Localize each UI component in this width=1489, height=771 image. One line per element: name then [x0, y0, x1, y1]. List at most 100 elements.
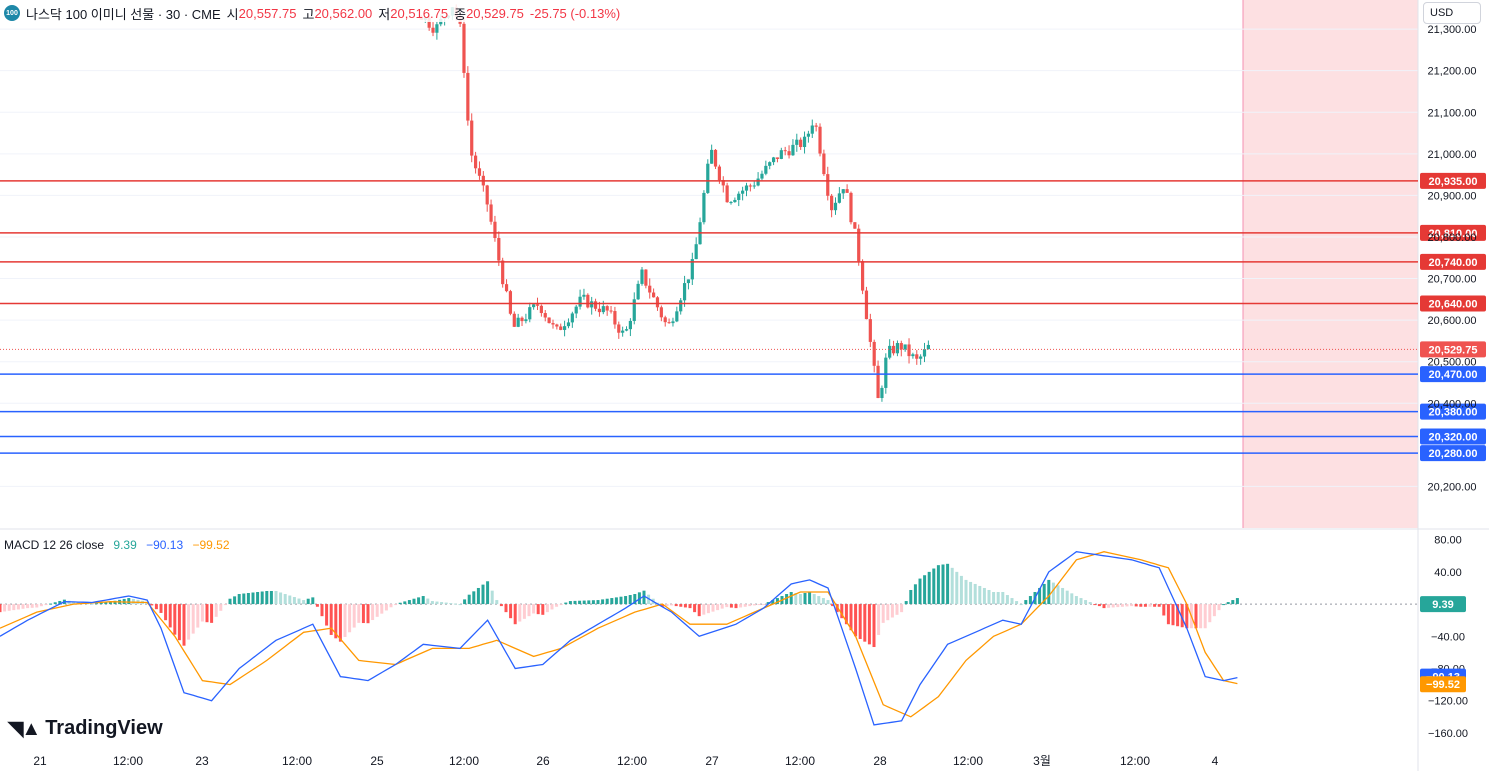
macd-hist-bar [1226, 602, 1230, 605]
macd-hist-bar [913, 584, 917, 605]
macd-hist-bar [449, 603, 453, 605]
symbol-title[interactable]: 나스닥 100 이미니 선물 · 30 · CME [26, 6, 221, 22]
candle-body [485, 185, 489, 205]
macd-hist-bar [527, 604, 531, 617]
macd-hist-bar [1097, 604, 1101, 607]
candle-body [741, 190, 745, 194]
level-tag [1420, 366, 1486, 383]
candle-body [686, 279, 691, 284]
macd-hist-bar [665, 604, 669, 607]
candle-body [528, 307, 532, 320]
candle-body [899, 343, 903, 350]
macd-hist-bar [858, 604, 862, 639]
candle-body [744, 185, 749, 191]
tradingview-logo[interactable]: ◥▲ TradingView [8, 716, 163, 741]
macd-hist-bar [1120, 604, 1124, 607]
macd-hist-bar [467, 594, 471, 605]
macd-hist-bar [1134, 604, 1138, 607]
macd-hist-bar [99, 602, 103, 605]
candle-body [802, 136, 807, 148]
candle-body [783, 150, 787, 152]
macd-hist-bar [205, 604, 209, 623]
currency-button[interactable]: USD [1423, 2, 1481, 24]
change-value: -25.75 (-0.13%) [529, 5, 621, 21]
macd-hist-bar [315, 604, 319, 607]
candle-body [504, 284, 509, 292]
macd-value-tag [1420, 596, 1466, 613]
price-tick-label: 20,400.00 [1428, 398, 1477, 410]
candle-body [768, 162, 772, 166]
macd-hist-bar [1203, 604, 1207, 629]
macd-hist-bar [748, 604, 752, 607]
symbol-header: 100 나스닥 100 이미니 선물 · 30 · CME 시 20,557.7… [4, 4, 625, 22]
candle-body [872, 341, 876, 366]
level-tag [1420, 295, 1486, 312]
candle-body [617, 324, 621, 333]
macd-hist-bar [826, 600, 830, 605]
macd-hist-bar [476, 587, 480, 605]
macd-hist-bar [292, 597, 296, 605]
macd-hist-bar [430, 601, 434, 605]
macd-hist-bar [877, 604, 881, 635]
level-tag-label: 20,740.00 [1429, 257, 1478, 269]
macd-hist-bar [458, 604, 462, 606]
macd-hist-bar [1166, 604, 1170, 625]
candle-body [632, 299, 636, 321]
macd-hist-bar [435, 601, 439, 605]
low-label: 저 [378, 6, 391, 22]
macd-hist-bar [555, 604, 559, 607]
macd-label: MACD 12 26 close [4, 538, 105, 552]
candle-body [524, 319, 528, 322]
level-tag-label: 20,380.00 [1429, 407, 1478, 419]
low-value: 20,516.75 [390, 5, 449, 21]
candle-body [733, 199, 737, 203]
macd-hist-bar [541, 604, 545, 615]
macd-hist-bar [1070, 593, 1074, 605]
macd-hist-bar [44, 604, 48, 606]
macd-hist-bar [384, 604, 388, 611]
macd-hist-bar [587, 600, 591, 605]
macd-value-tag-label: 9.39 [1432, 599, 1453, 611]
time-tick-label: 12:00 [113, 754, 143, 768]
candle-body [706, 163, 710, 193]
candle-body [891, 345, 896, 354]
macd-hist-bar [1153, 604, 1157, 607]
macd-line [0, 551, 1238, 726]
time-tick-label: 12:00 [617, 754, 647, 768]
candle-body [609, 310, 613, 312]
candle-body [876, 365, 880, 399]
macd-hist-bar [946, 563, 950, 605]
candle-body [621, 330, 625, 333]
macd-hist-bar [564, 602, 568, 605]
macd-hist-bar [1180, 604, 1184, 628]
candle-body [845, 189, 849, 193]
macd-tick-label: 40.00 [1434, 567, 1462, 579]
macd-hist-bar [486, 581, 490, 605]
price-tick-label: 21,100.00 [1428, 107, 1477, 119]
macd-hist-bar [909, 589, 913, 605]
macd-hist-bar [127, 598, 131, 605]
macd-hist-bar [844, 604, 848, 625]
macd-hist-bar [1084, 600, 1088, 605]
macd-hist-bar [1051, 582, 1055, 605]
macd-hist-bar [72, 601, 76, 605]
macd-hist-bar [729, 604, 733, 608]
macd-legend[interactable]: MACD 12 26 close 9.39 −90.13 −99.52 [4, 538, 230, 552]
candle-body [512, 313, 516, 327]
candle-body [764, 165, 768, 174]
macd-hist-bar [964, 579, 968, 605]
macd-hist-bar [242, 593, 246, 605]
last-price-tag [1420, 341, 1486, 358]
symbol-logo-icon[interactable]: 100 [4, 5, 20, 21]
candle-body [895, 343, 900, 354]
candle-body [884, 357, 888, 388]
macd-hist-bar [1005, 595, 1009, 605]
candle-body [566, 322, 571, 327]
level-tag-label: 20,935.00 [1429, 176, 1478, 188]
candle-body [799, 139, 803, 148]
candle-body [601, 306, 605, 313]
candle-body [926, 344, 930, 350]
macd-line-value: −90.13 [146, 538, 184, 552]
candle-body [667, 322, 671, 324]
